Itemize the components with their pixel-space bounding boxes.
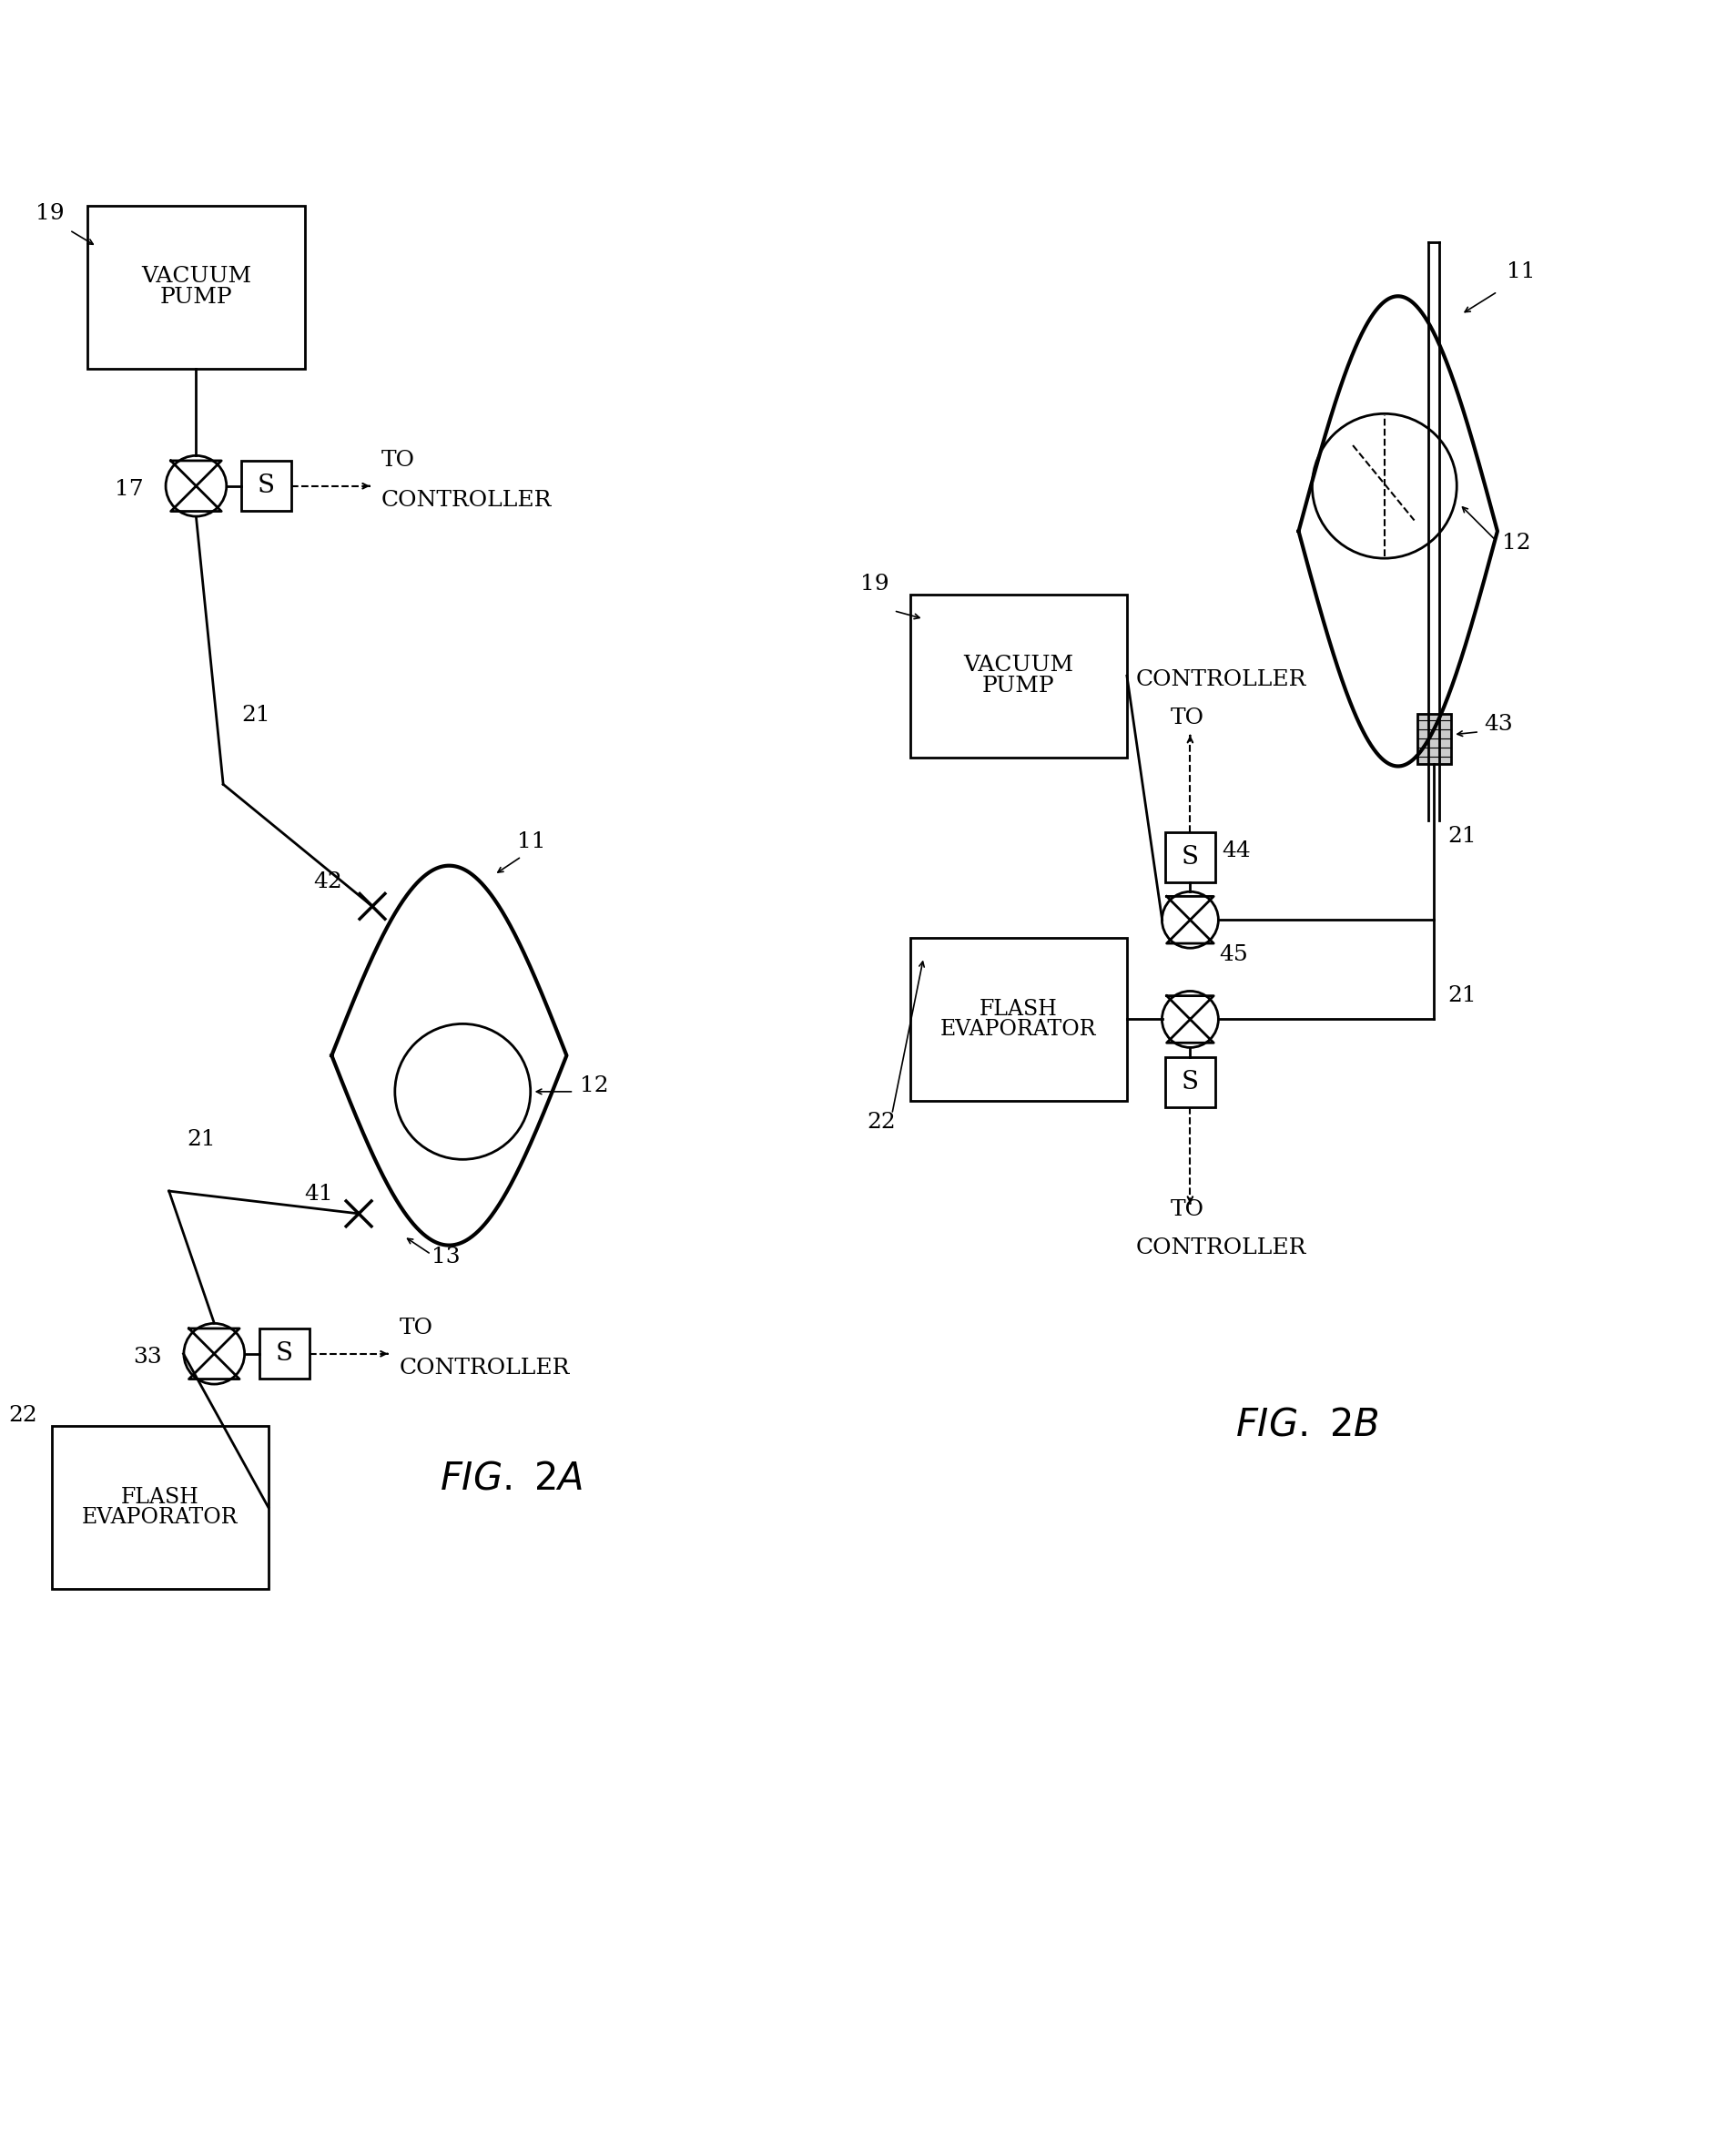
Text: VACUUM: VACUUM [141, 266, 252, 288]
Text: 22: 22 [9, 1405, 36, 1426]
Text: CONTROLLER: CONTROLLER [1135, 1237, 1307, 1259]
Text: 21: 21 [187, 1130, 215, 1151]
Text: 44: 44 [1222, 840, 1252, 861]
Text: EVAPORATOR: EVAPORATOR [941, 1018, 1097, 1040]
Text: S: S [257, 475, 274, 498]
Text: FLASH: FLASH [122, 1486, 200, 1508]
Text: FLASH: FLASH [979, 999, 1057, 1020]
Text: 43: 43 [1484, 713, 1512, 735]
Bar [259, 1330, 309, 1379]
Text: TO: TO [1170, 1199, 1205, 1220]
Text: TO: TO [399, 1317, 432, 1338]
Text: S: S [1182, 844, 1200, 870]
Text: 13: 13 [431, 1248, 460, 1267]
Text: 12: 12 [1502, 533, 1531, 554]
Text: CONTROLLER: CONTROLLER [382, 490, 552, 511]
Text: VACUUM: VACUUM [963, 655, 1073, 677]
Text: $\mathit{FIG.}\ \mathit{2A}$: $\mathit{FIG.}\ \mathit{2A}$ [441, 1458, 583, 1497]
Text: 11: 11 [517, 831, 545, 853]
Text: 42: 42 [314, 872, 342, 894]
Text: CONTROLLER: CONTROLLER [1135, 670, 1307, 690]
Text: $\mathit{FIG.}\ \mathit{2B}$: $\mathit{FIG.}\ \mathit{2B}$ [1236, 1405, 1378, 1443]
Bar [241, 462, 292, 511]
Text: 21: 21 [241, 705, 271, 726]
Text: 21: 21 [1448, 984, 1477, 1005]
Text: 22: 22 [866, 1111, 896, 1132]
Bar [87, 206, 304, 369]
Bar [1417, 715, 1451, 765]
Text: PUMP: PUMP [160, 288, 233, 307]
Bar [1165, 831, 1215, 883]
Bar [52, 1426, 269, 1590]
Bar [910, 595, 1127, 758]
Text: S: S [1182, 1070, 1200, 1095]
Bar [910, 939, 1127, 1100]
Bar [1165, 1057, 1215, 1106]
Text: 17: 17 [115, 479, 144, 500]
Text: TO: TO [1170, 707, 1205, 728]
Text: PUMP: PUMP [983, 677, 1055, 696]
Text: 11: 11 [1507, 262, 1535, 284]
Text: 19: 19 [861, 574, 889, 595]
Text: 41: 41 [304, 1184, 333, 1205]
Text: 33: 33 [134, 1347, 161, 1368]
Text: S: S [276, 1342, 293, 1366]
Text: 19: 19 [35, 202, 64, 223]
Text: 45: 45 [1219, 945, 1248, 964]
Text: 21: 21 [1448, 825, 1477, 846]
Text: EVAPORATOR: EVAPORATOR [82, 1508, 238, 1527]
Text: CONTROLLER: CONTROLLER [399, 1358, 569, 1379]
Text: TO: TO [382, 449, 415, 470]
Text: 12: 12 [580, 1076, 609, 1095]
